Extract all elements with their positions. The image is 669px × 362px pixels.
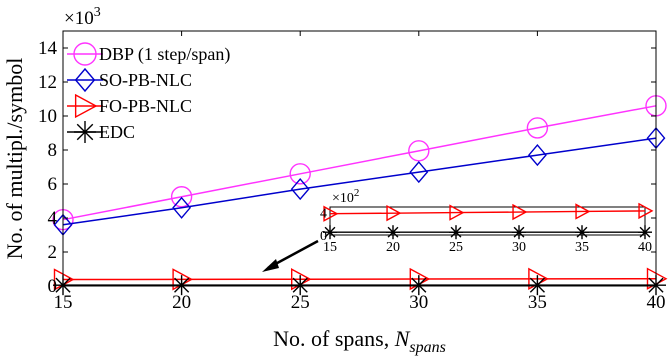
data-point-circle xyxy=(526,117,549,139)
legend: DBP (1 step/span) SO-PB-NLC FO-PB-NLC EDC xyxy=(67,42,230,143)
x-tick-label: 20 xyxy=(172,292,191,313)
data-point-triangle xyxy=(74,93,98,119)
x-tick-label: 40 xyxy=(647,292,666,313)
data-point-diamond xyxy=(409,161,429,184)
y-tick-label: 6 xyxy=(48,174,58,195)
inset-x-tick-label: 40 xyxy=(638,240,652,255)
data-point-triangle xyxy=(323,205,339,222)
data-point-triangle xyxy=(638,202,654,220)
x-axis: 15 20 25 30 35 40 xyxy=(54,31,666,313)
legend-label: SO-PB-NLC xyxy=(99,70,192,90)
data-point-triangle xyxy=(575,203,591,220)
data-point-asterisk xyxy=(74,121,96,143)
series-line-diamond xyxy=(62,137,657,226)
data-point-triangle xyxy=(512,203,528,221)
data-point-diamond xyxy=(290,178,310,201)
y-tick-label: 0 xyxy=(48,276,58,297)
inset-y-multiplier: ×102 xyxy=(332,187,359,206)
legend-label: DBP (1 step/span) xyxy=(99,44,230,65)
data-point-diamond xyxy=(527,144,547,167)
x-tick-label: 25 xyxy=(291,292,310,313)
y-axis: 0 2 4 6 8 10 12 14 xyxy=(38,38,656,297)
y-axis-multiplier: ×103 xyxy=(64,5,101,29)
legend-label: EDC xyxy=(99,122,135,142)
axes-frame xyxy=(62,30,657,287)
y-tick-label: 10 xyxy=(38,106,57,127)
inset-x-tick-label: 30 xyxy=(512,240,526,255)
data-point-diamond xyxy=(74,67,96,93)
legend-label: FO-PB-NLC xyxy=(99,96,192,116)
y-tick-label: 2 xyxy=(48,242,58,263)
inset-chart: 15 20 25 30 35 40 0 4 ×102 xyxy=(320,187,654,255)
plot-series xyxy=(52,95,668,296)
data-point-diamond xyxy=(172,196,192,219)
y-tick-label: 12 xyxy=(38,72,57,93)
data-point-circle xyxy=(170,186,193,208)
y-tick-label: 14 xyxy=(38,38,58,59)
inset-series-line-triangle-right xyxy=(329,210,646,215)
x-tick-label: 15 xyxy=(54,292,73,313)
inset-y-tick-label: 4 xyxy=(320,207,327,222)
y-axis-label: No. of multipl./symbol xyxy=(2,58,27,260)
series-line-circle xyxy=(62,105,657,221)
inset-x-tick-label: 20 xyxy=(386,240,400,255)
x-axis-label: No. of spans, Nspans xyxy=(273,326,446,356)
data-point-circle xyxy=(73,42,97,66)
data-point-triangle xyxy=(449,204,465,221)
inset-x-tick-label: 35 xyxy=(575,240,589,255)
data-point-triangle xyxy=(386,204,402,222)
inset-y-tick-label: 0 xyxy=(320,229,327,244)
data-point-circle xyxy=(289,163,311,185)
x-tick-label: 30 xyxy=(409,292,428,313)
inset-x-tick-label: 15 xyxy=(323,240,337,255)
inset-x-tick-label: 25 xyxy=(449,240,463,255)
inset-pointer-arrowhead xyxy=(262,259,279,272)
data-point-circle xyxy=(408,140,430,162)
series-line-triangle-right xyxy=(62,277,657,281)
y-tick-label: 8 xyxy=(48,140,58,161)
y-tick-label: 4 xyxy=(48,208,58,229)
x-tick-label: 35 xyxy=(528,292,547,313)
